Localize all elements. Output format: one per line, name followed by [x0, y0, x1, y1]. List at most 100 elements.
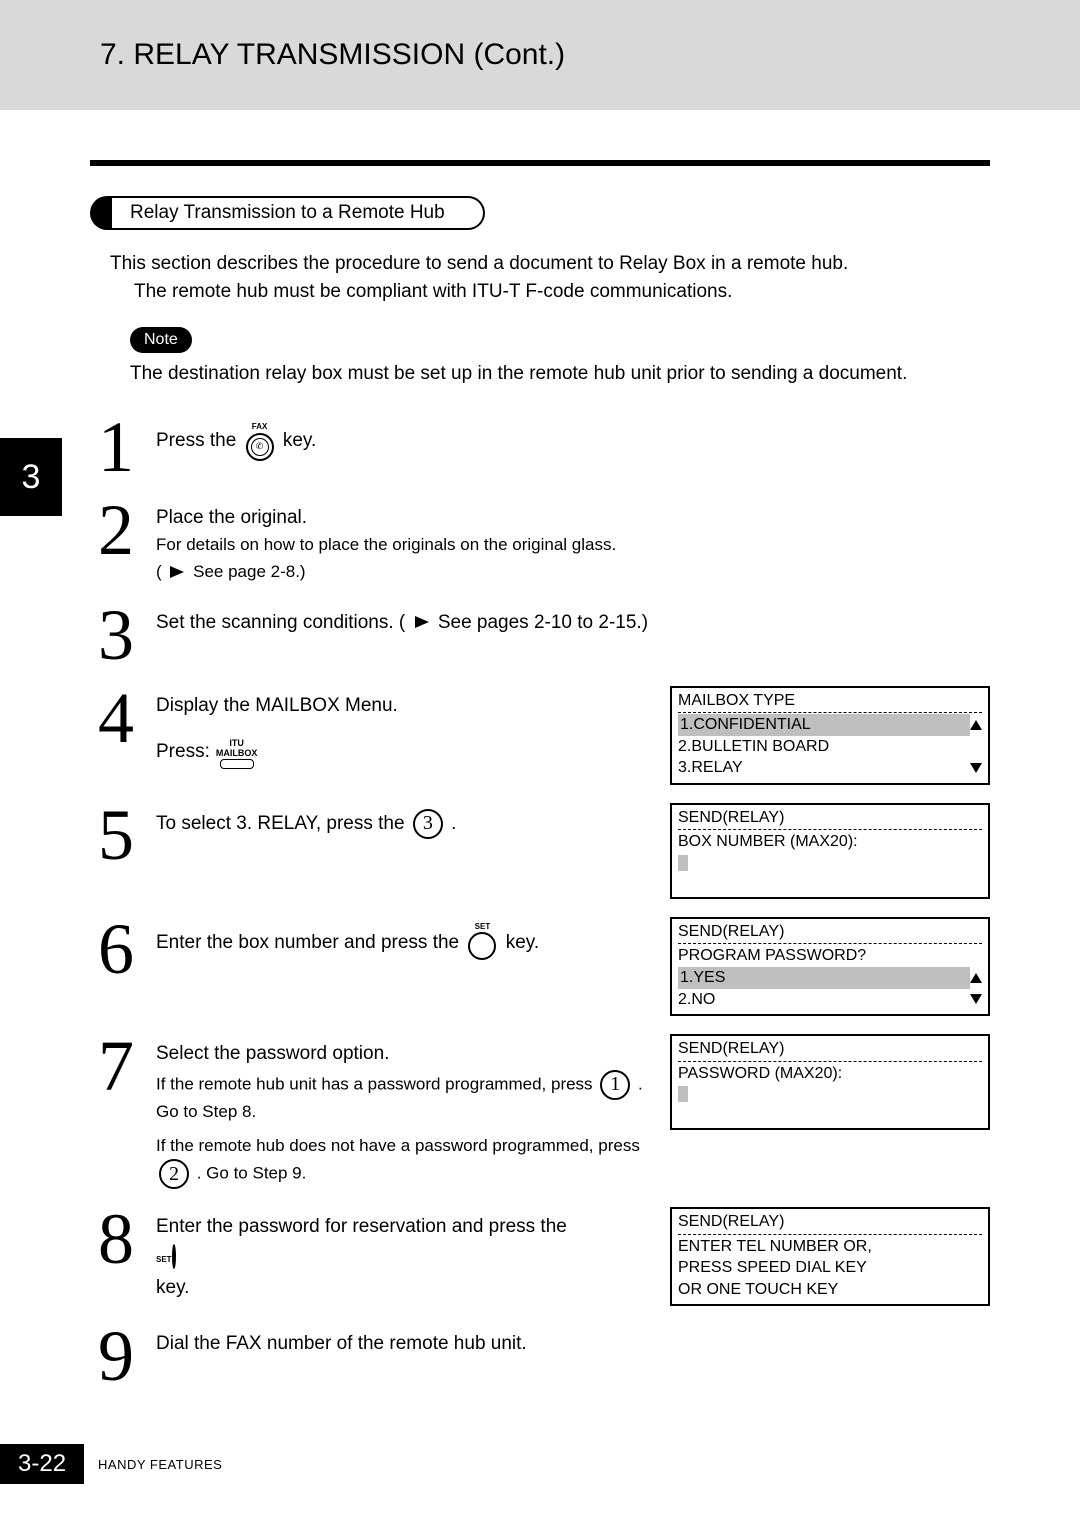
up-arrow-icon: [970, 973, 982, 983]
step-num: 2: [98, 498, 144, 563]
step-num: 9: [98, 1324, 144, 1389]
footer: 3-22 HANDY FEATURES: [0, 1444, 222, 1484]
lcd-divider: [678, 829, 982, 830]
s2-title: Place the original.: [156, 504, 658, 532]
lcd-l4: 2.NO: [678, 989, 715, 1011]
up-arrow-icon: [970, 720, 982, 730]
step-8: 8 Enter the password for reservation and…: [98, 1207, 990, 1306]
lcd-l3: 2.BULLETIN BOARD: [678, 736, 982, 758]
s4-press: Press: ITU MAILBOX: [156, 737, 658, 767]
itu-l2: MAILBOX: [216, 749, 258, 758]
lcd-l1: MAILBOX TYPE: [678, 690, 982, 712]
s9-text: Dial the FAX number of the remote hub un…: [156, 1333, 527, 1354]
lcd-l4: OR ONE TOUCH KEY: [678, 1279, 982, 1301]
arrow-icon: [415, 616, 429, 628]
down-arrow-icon: [970, 763, 982, 773]
set-key-icon: SET: [156, 1243, 658, 1271]
fax-key-icon: FAX ✆: [246, 421, 274, 461]
step-body: Enter the box number and press the SET k…: [156, 917, 658, 963]
step-num: 5: [98, 803, 144, 868]
s7-s1a: If the remote hub unit has a password pr…: [156, 1074, 597, 1093]
lcd-display: MAILBOX TYPE 1.CONFIDENTIAL 2.BULLETIN B…: [670, 686, 990, 785]
lcd-l2: PASSWORD (MAX20):: [678, 1063, 982, 1085]
s8-b: key.: [156, 1277, 189, 1298]
lcd-row: 1.YES: [678, 967, 982, 989]
lcd-display: SEND(RELAY) ENTER TEL NUMBER OR, PRESS S…: [670, 1207, 990, 1306]
step-num: 4: [98, 686, 144, 751]
lcd-divider: [678, 1234, 982, 1235]
step-4: 4 Display the MAILBOX Menu. Press: ITU M…: [98, 686, 990, 785]
step-body: Dial the FAX number of the remote hub un…: [156, 1324, 658, 1358]
step-body: Display the MAILBOX Menu. Press: ITU MAI…: [156, 686, 658, 767]
s1-text-b: key.: [283, 430, 316, 451]
step-body: Place the original. For details on how t…: [156, 498, 658, 585]
s7-sub1: If the remote hub unit has a password pr…: [156, 1070, 658, 1125]
step-right: SEND(RELAY) BOX NUMBER (MAX20):: [670, 803, 990, 899]
pill-cap-left: [90, 196, 112, 230]
lcd-cursor: [678, 855, 688, 871]
step-right: SEND(RELAY) PROGRAM PASSWORD? 1.YES 2.NO: [670, 917, 990, 1016]
s7-s2a: If the remote hub does not have a passwo…: [156, 1136, 640, 1155]
itu-mailbox-key-icon: ITU MAILBOX: [216, 739, 258, 769]
note-badge: Note: [130, 327, 192, 353]
lcd-l1: SEND(RELAY): [678, 1211, 982, 1233]
lcd-l1: SEND(RELAY): [678, 807, 982, 829]
lcd-l4: 3.RELAY: [678, 757, 743, 779]
step-2: 2 Place the original. For details on how…: [98, 498, 990, 585]
step-body: Enter the password for reservation and p…: [156, 1207, 658, 1302]
lcd-cursor: [678, 1086, 688, 1102]
page-number: 3-22: [0, 1444, 84, 1484]
s8-a: Enter the password for reservation and p…: [156, 1216, 567, 1237]
arrow-icon: [170, 566, 184, 578]
step-9: 9 Dial the FAX number of the remote hub …: [98, 1324, 990, 1389]
lcd-display: SEND(RELAY) PASSWORD (MAX20):: [670, 1034, 990, 1130]
numkey-3-icon: 3: [413, 809, 443, 839]
lcd-l2: 1.CONFIDENTIAL: [678, 714, 970, 736]
step-num: 7: [98, 1034, 144, 1099]
s7-title: Select the password option.: [156, 1040, 658, 1068]
s5-a: To select 3. RELAY, press the: [156, 813, 410, 834]
s2-sub1: For details on how to place the original…: [156, 533, 658, 558]
s4-press-label: Press:: [156, 738, 210, 766]
s7-sub2: If the remote hub does not have a passwo…: [156, 1134, 658, 1189]
step-num: 8: [98, 1207, 144, 1272]
lcd-l2: ENTER TEL NUMBER OR,: [678, 1236, 982, 1258]
step-1: 1 Press the FAX ✆ key.: [98, 415, 990, 480]
step-body: To select 3. RELAY, press the 3 .: [156, 803, 658, 839]
lcd-display: SEND(RELAY) BOX NUMBER (MAX20):: [670, 803, 990, 899]
subsection-pill: Relay Transmission to a Remote Hub: [90, 196, 990, 230]
s6-b: key.: [506, 932, 539, 953]
lcd-l3: 1.YES: [678, 967, 970, 989]
step-3: 3 Set the scanning conditions. ( See pag…: [98, 603, 990, 668]
note-row: Note: [130, 327, 990, 353]
lcd-l3: PRESS SPEED DIAL KEY: [678, 1257, 982, 1279]
s6-a: Enter the box number and press the: [156, 932, 464, 953]
subsection-title: Relay Transmission to a Remote Hub: [112, 196, 463, 230]
step-body: Set the scanning conditions. ( See pages…: [156, 603, 658, 637]
lcd-divider: [678, 712, 982, 713]
step-right: MAILBOX TYPE 1.CONFIDENTIAL 2.BULLETIN B…: [670, 686, 990, 785]
set-label: SET: [156, 1255, 172, 1264]
step-num: 6: [98, 917, 144, 982]
s1-text-a: Press the: [156, 430, 242, 451]
intro-line1: This section describes the procedure to …: [110, 250, 990, 278]
steps: 1 Press the FAX ✆ key. 2 Place the origi…: [90, 415, 990, 1389]
step-num: 3: [98, 603, 144, 668]
numkey-2-icon: 2: [159, 1159, 189, 1189]
content-area: Relay Transmission to a Remote Hub This …: [0, 110, 1080, 1389]
s7-s2b: . Go to Step 9.: [197, 1164, 307, 1183]
rule: [90, 160, 990, 166]
header-band: 7. RELAY TRANSMISSION (Cont.): [0, 0, 1080, 110]
step-body: Select the password option. If the remot…: [156, 1034, 658, 1189]
note-text: The destination relay box must be set up…: [130, 363, 990, 385]
step-right: SEND(RELAY) ENTER TEL NUMBER OR, PRESS S…: [670, 1207, 990, 1306]
lcd-divider: [678, 1061, 982, 1062]
lcd-l2: BOX NUMBER (MAX20):: [678, 831, 982, 853]
s5-b: .: [451, 813, 456, 834]
step-6: 6 Enter the box number and press the SET…: [98, 917, 990, 1016]
lcd-l2: PROGRAM PASSWORD?: [678, 945, 982, 967]
step-5: 5 To select 3. RELAY, press the 3 . SEND…: [98, 803, 990, 899]
s2-sub2: ( See page 2-8.): [156, 560, 658, 585]
s3-b: See pages 2-10 to 2-15.): [438, 612, 648, 633]
down-arrow-icon: [970, 994, 982, 1004]
